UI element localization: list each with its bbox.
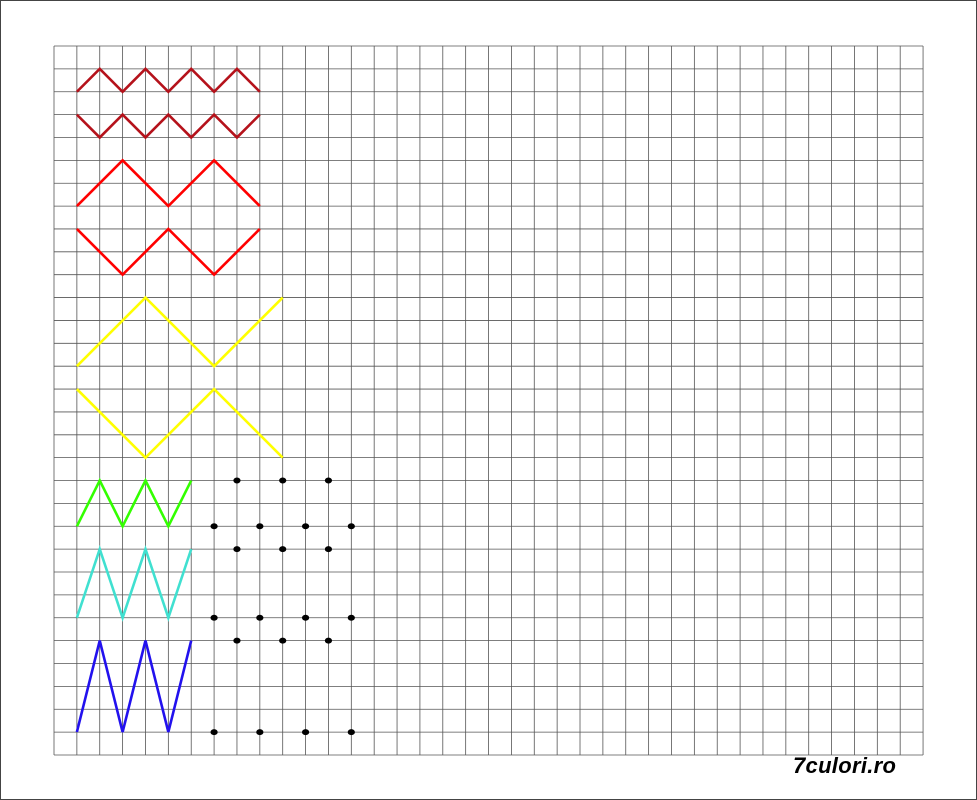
guide-dot — [279, 637, 287, 644]
zigzag-line-yellow — [75, 387, 284, 460]
guide-dot — [347, 523, 355, 530]
guide-dot — [233, 637, 241, 644]
guide-dot — [233, 546, 241, 553]
guide-dot — [210, 523, 218, 530]
site-watermark: 7culori.ro — [793, 753, 897, 778]
guide-dot — [256, 614, 264, 621]
guide-dot — [210, 729, 218, 736]
guide-dot — [256, 729, 264, 736]
guide-dot — [256, 523, 264, 530]
guide-dot — [279, 477, 287, 484]
zigzag-line-yellow — [75, 295, 284, 369]
guide-dot — [324, 477, 333, 484]
guide-dot — [301, 729, 310, 736]
zigzag-line-green — [75, 477, 193, 530]
guide-dot — [324, 637, 333, 644]
zigzag-line-dark-red — [75, 112, 261, 140]
zigzag-line-dark-red — [75, 67, 261, 94]
zigzag-line-turquoise — [75, 545, 193, 622]
guide-dot — [301, 614, 310, 621]
guide-dot — [279, 546, 287, 553]
guide-dot — [347, 729, 355, 736]
guide-dot — [210, 614, 218, 621]
guide-dot — [301, 523, 310, 530]
zigzag-line-red — [75, 227, 261, 277]
guide-dot — [347, 614, 355, 621]
zigzag-line-red — [75, 158, 261, 208]
guide-dot — [324, 546, 333, 553]
zigzag-line-blue — [75, 640, 193, 733]
guide-dot — [233, 477, 241, 484]
